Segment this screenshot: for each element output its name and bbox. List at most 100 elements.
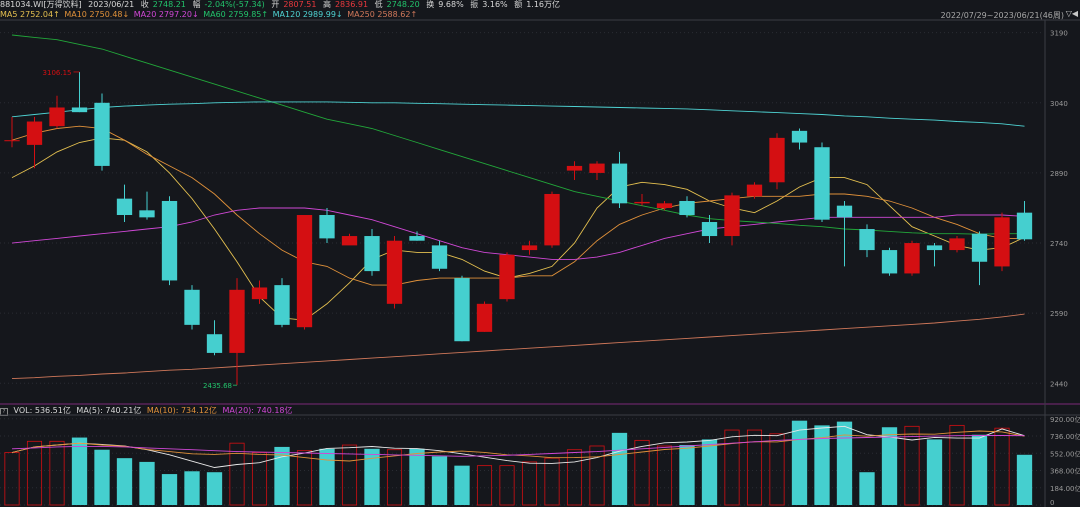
candle-body (229, 289, 245, 353)
change-label: 幅 (192, 0, 201, 9)
volume-bar (139, 461, 155, 505)
volume-bar (701, 439, 718, 505)
vol-ma20-legend: MA(20): 740.18亿 (222, 406, 293, 415)
volume-bar (274, 446, 290, 505)
vol-ma10-legend: MA(10): 734.12亿 (146, 406, 217, 415)
volume-label: 额 (514, 0, 523, 9)
candle-body (476, 303, 493, 332)
candle-body (971, 233, 988, 262)
volume-bar (949, 424, 965, 506)
volume-bar (116, 458, 133, 505)
range-dropdown-icon[interactable]: ▽◀ (1065, 9, 1078, 18)
high-label: 高 (322, 0, 331, 9)
candle-body (499, 254, 515, 300)
bar-date: 2023/06/21 (88, 0, 135, 9)
volume-tick-label: 920.00亿 (1050, 415, 1080, 424)
low-value: 2748.20 (386, 0, 420, 9)
ma-line-ma120 (11, 101, 1025, 127)
volume-bar (206, 472, 223, 505)
price-tick-label: 3040 (1050, 100, 1068, 108)
volume-bar (341, 444, 358, 506)
volume-bar (296, 450, 313, 506)
ma10-legend: MA10 2750.48↓ (64, 10, 130, 19)
volume-ma-line (11, 435, 1025, 457)
volume-value: 1.16万亿 (526, 0, 560, 9)
date-range[interactable]: 2022/07/29~2023/06/21(46周) (940, 11, 1064, 20)
volume-bar (364, 448, 380, 505)
volume-bar (71, 437, 88, 505)
ma20-legend: MA20 2797.20↓ (133, 10, 199, 19)
candle-body (881, 250, 898, 274)
candle-body (341, 236, 358, 246)
ma250-legend: MA250 2588.62↑ (347, 10, 418, 19)
candle-body (859, 229, 875, 251)
candle-body (49, 107, 65, 127)
candle-body (71, 107, 88, 113)
volume-bar (431, 456, 448, 505)
volume-tick-label: 184.00亿 (1050, 484, 1080, 493)
volume-bar (4, 452, 20, 506)
index-code: 881034.WI[万得饮料] (0, 0, 82, 9)
volume-bar (229, 442, 245, 506)
candle-body (656, 203, 673, 208)
candle-body (814, 147, 830, 220)
price-tick-label: 2590 (1050, 310, 1068, 318)
candle-body (274, 285, 290, 325)
low-marker-label: 2435.68 (203, 382, 232, 390)
volume-bar (251, 452, 268, 506)
candle-body (904, 243, 920, 274)
open-label: 开 (271, 0, 280, 9)
volume-bar (319, 448, 335, 505)
volume-bar (859, 472, 875, 505)
high-marker-label: 3106.15 (43, 69, 72, 77)
low-label: 低 (374, 0, 383, 9)
volume-bar (656, 445, 673, 506)
candle-body (26, 121, 43, 145)
candle-body (139, 210, 155, 218)
candle-body (184, 289, 200, 325)
volume-bar (26, 440, 43, 506)
volume-bar (881, 427, 898, 505)
volume-bar (1016, 454, 1033, 505)
volume-bar (679, 445, 695, 505)
candle-body (769, 137, 785, 183)
volume-bar (589, 445, 605, 506)
volume-tick-label: 736.00亿 (1050, 432, 1080, 441)
candle-body (116, 198, 133, 216)
ma-line-ma10 (11, 125, 1025, 286)
volume-bar (476, 465, 493, 506)
volume-tick-label: 0 (1050, 499, 1054, 507)
volume-bar (904, 425, 920, 506)
volume-bar (94, 449, 110, 505)
ma120-legend: MA120 2989.99↓ (272, 10, 343, 19)
volume-bar (499, 465, 515, 506)
volume-bar (454, 465, 470, 505)
candle-body (679, 200, 695, 216)
vol-ma5-legend: MA(5): 740.21亿 (76, 406, 142, 415)
candle-body (566, 165, 583, 171)
volume-bar (161, 474, 178, 505)
candle-body (4, 140, 20, 142)
candle-body (949, 238, 965, 251)
volume-bar (386, 449, 403, 506)
candle-body (724, 195, 740, 237)
candle-body (206, 334, 223, 353)
candle-body (544, 193, 560, 246)
candle-body (611, 163, 628, 204)
volume-ma-line (11, 430, 1025, 462)
change-value: -2.04%(-57.34) (204, 0, 265, 9)
candle-body (161, 200, 178, 281)
candle-body (364, 236, 380, 272)
volume-bar (521, 461, 538, 506)
volume-bar (611, 432, 628, 505)
volume-bar (769, 433, 785, 506)
ma-line-ma60 (11, 34, 1025, 235)
candle-body (409, 236, 425, 241)
ma-line-ma5 (11, 137, 1025, 321)
candle-body (791, 130, 808, 143)
volume-bar (814, 425, 830, 505)
ma-line-ma250 (11, 313, 1025, 380)
candle-body (251, 287, 268, 300)
candle-body (386, 240, 403, 304)
